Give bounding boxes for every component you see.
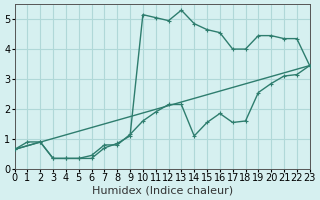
- X-axis label: Humidex (Indice chaleur): Humidex (Indice chaleur): [92, 186, 233, 196]
